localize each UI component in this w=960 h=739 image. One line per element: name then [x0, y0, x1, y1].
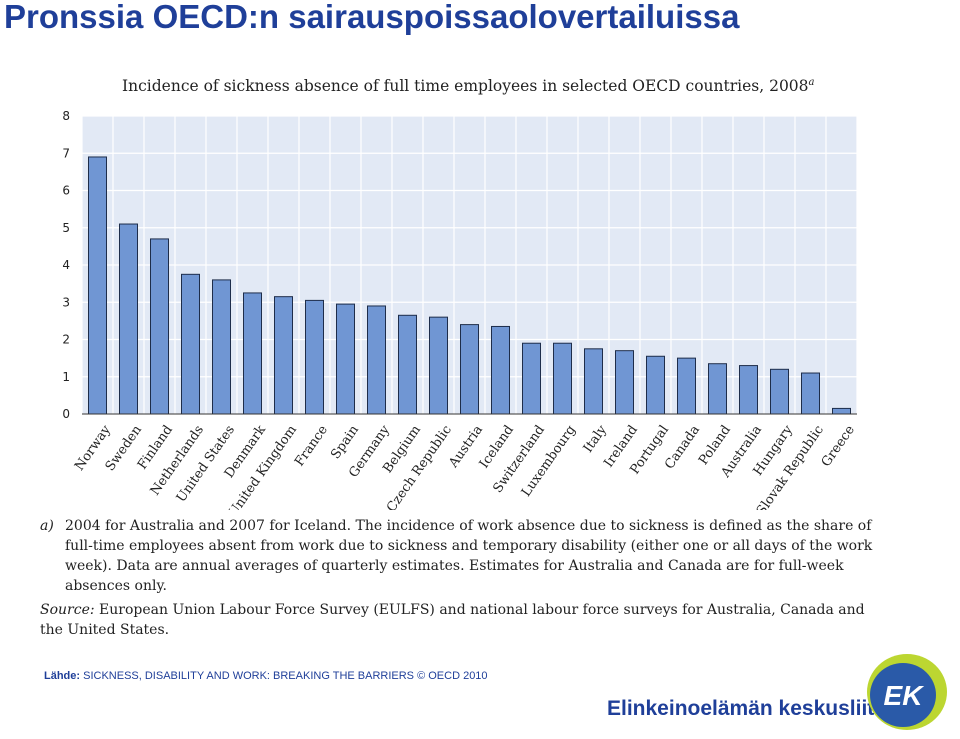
reference-line: Lähde: SICKNESS, DISABILITY AND WORK: BR…: [44, 670, 488, 682]
bar: [119, 223, 138, 415]
y-tick-label: 5: [62, 221, 70, 235]
x-tick-label: France: [292, 422, 331, 469]
y-tick-label: 0: [62, 407, 70, 421]
bar: [584, 348, 603, 415]
bar: [615, 350, 634, 415]
y-tick-label: 7: [62, 146, 70, 160]
bar: [336, 303, 355, 415]
slide-title: Pronssia OECD:n sairauspoissaolovertailu…: [4, 0, 740, 35]
grid-lines: [81, 115, 858, 415]
organization-name: Elinkeinoelämän keskusliitto: [607, 697, 895, 720]
reference-text: SICKNESS, DISABILITY AND WORK: BREAKING …: [83, 670, 488, 682]
bar: [398, 314, 417, 415]
bar: [708, 363, 727, 415]
bar: [429, 316, 448, 415]
bar: [832, 407, 851, 415]
chart-title: Incidence of sickness absence of full ti…: [122, 77, 815, 95]
source-marker: Source:: [40, 602, 95, 618]
source-note: Source: European Union Labour Force Surv…: [40, 600, 880, 640]
bar: [274, 296, 293, 415]
y-tick-label: 6: [62, 184, 70, 198]
bar: [646, 355, 665, 415]
bar-chart: Incidence of sickness absence of full ti…: [62, 77, 858, 510]
source-text: European Union Labour Force Survey (EULF…: [40, 602, 865, 638]
y-tick-label: 2: [62, 333, 70, 347]
bar: [553, 342, 572, 415]
bar: [212, 279, 231, 415]
bar: [367, 305, 386, 415]
bar: [305, 299, 324, 415]
footnote-a: a) 2004 for Australia and 2007 for Icela…: [40, 516, 880, 596]
reference-label: Lähde:: [44, 670, 81, 682]
logo-disc: [870, 663, 936, 727]
y-tick-label: 8: [62, 109, 70, 123]
chart-title-text: Incidence of sickness absence of full ti…: [122, 77, 809, 95]
bar: [460, 324, 479, 415]
y-tick-label: 1: [62, 370, 70, 384]
ek-logo: EK: [867, 654, 947, 730]
footnote-a-marker: a): [40, 518, 54, 534]
x-tick-label: Greece: [819, 422, 858, 469]
y-tick-label: 3: [62, 295, 70, 309]
footnote-a-text: 2004 for Australia and 2007 for Iceland.…: [65, 518, 873, 594]
logo-text: EK: [884, 680, 925, 711]
bar: [243, 292, 262, 415]
y-tick-label: 4: [62, 258, 70, 272]
bar: [739, 365, 758, 415]
bar: [491, 325, 510, 415]
bar: [801, 372, 820, 415]
chart-title-superscript: a: [809, 77, 815, 88]
x-tick-label: Italy: [581, 422, 611, 455]
bar: [770, 368, 789, 415]
bar: [150, 238, 169, 415]
bar: [181, 273, 200, 415]
y-axis-tick-labels: 0 1 2 3 4 5 6 7 8: [62, 109, 70, 421]
bar: [677, 357, 696, 415]
bar: [88, 156, 107, 415]
bar: [522, 342, 541, 415]
bars: [82, 156, 857, 415]
